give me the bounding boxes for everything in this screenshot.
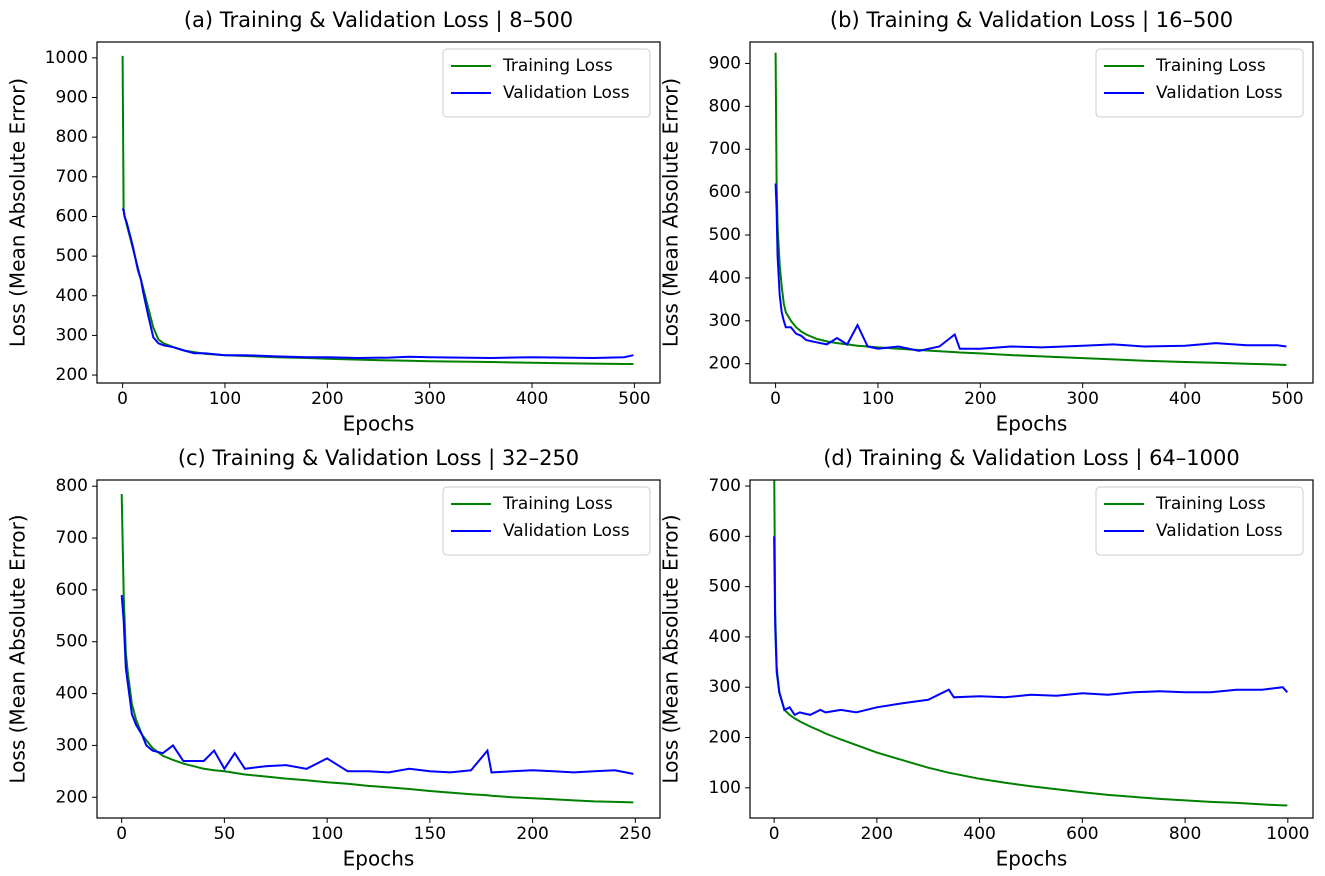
y-tick-label: 400 [709, 268, 741, 288]
y-tick-label: 300 [56, 735, 88, 755]
plot-frame [96, 479, 661, 819]
x-axis-label: Epochs [343, 412, 415, 436]
y-tick-label: 600 [56, 580, 88, 600]
legend-box [442, 486, 651, 556]
x-tick-label: 500 [1271, 389, 1303, 409]
y-tick-label: 700 [709, 476, 741, 496]
y-tick-label: 900 [709, 53, 741, 73]
x-tick-label: 600 [1066, 824, 1098, 844]
panel: (b) Training & Validation Loss | 16–500 E… [659, 8, 1314, 436]
y-tick-label: 900 [56, 88, 88, 108]
x-tick-label: 300 [413, 389, 445, 409]
y-tick-label: 600 [709, 526, 741, 546]
legend-label: Validation Loss [503, 521, 630, 541]
y-tick-label: 500 [709, 225, 741, 245]
x-tick-label: 500 [618, 389, 650, 409]
x-tick-label: 200 [861, 824, 893, 844]
x-tick-label: 0 [769, 824, 780, 844]
y-tick-label: 200 [709, 354, 741, 374]
y-tick-label: 700 [56, 528, 88, 548]
x-axis-label: Epochs [343, 847, 415, 871]
legend-label: Training Loss [502, 494, 613, 514]
x-tick-label: 200 [964, 389, 996, 409]
y-tick-label: 600 [709, 182, 741, 202]
legend-label: Validation Loss [1156, 83, 1283, 103]
chart-title: (a) Training & Validation Loss | 8–500 [184, 8, 573, 33]
legend-label: Training Loss [1155, 56, 1266, 76]
y-tick-label: 500 [56, 632, 88, 652]
y-tick-label: 1000 [45, 48, 88, 68]
y-tick-label: 200 [709, 728, 741, 748]
legend-label: Validation Loss [503, 83, 630, 103]
y-tick-label: 500 [709, 577, 741, 597]
panel: (c) Training & Validation Loss | 32–250 E… [6, 446, 661, 871]
x-tick-label: 100 [209, 389, 241, 409]
series-line [121, 208, 634, 360]
legend-box [1095, 48, 1304, 118]
legend-label: Validation Loss [1156, 521, 1283, 541]
series-line [773, 536, 1289, 717]
y-axis-label: Loss (Mean Absolute Error) [6, 514, 30, 783]
panel: (a) Training & Validation Loss | 8–500 Ep… [6, 8, 661, 436]
plot-frame [749, 479, 1314, 819]
y-tick-label: 800 [56, 476, 88, 496]
y-tick-label: 200 [56, 365, 88, 385]
x-tick-label: 250 [619, 824, 651, 844]
x-tick-label: 0 [117, 389, 128, 409]
x-tick-label: 150 [414, 824, 446, 844]
y-tick-label: 800 [709, 96, 741, 116]
y-tick-label: 300 [56, 325, 88, 345]
y-tick-label: 300 [709, 677, 741, 697]
series-line [774, 183, 1287, 352]
y-axis-label: Loss (Mean Absolute Error) [6, 78, 30, 347]
x-axis-label: Epochs [996, 412, 1068, 436]
legend-box [442, 48, 651, 118]
x-tick-label: 100 [311, 824, 343, 844]
x-tick-label: 0 [116, 824, 127, 844]
y-tick-label: 400 [56, 286, 88, 306]
x-axis-label: Epochs [996, 847, 1068, 871]
legend-box [1095, 486, 1304, 556]
x-tick-label: 100 [862, 389, 894, 409]
y-tick-label: 700 [709, 139, 741, 159]
panel: (d) Training & Validation Loss | 64–1000… [659, 446, 1314, 871]
series-line [120, 595, 634, 775]
chart-title: (d) Training & Validation Loss | 64–1000 [823, 446, 1240, 471]
x-tick-label: 400 [516, 389, 548, 409]
x-tick-label: 400 [963, 824, 995, 844]
x-tick-label: 800 [1169, 824, 1201, 844]
y-tick-label: 600 [56, 206, 88, 226]
legend-label: Training Loss [502, 56, 613, 76]
y-tick-label: 500 [56, 246, 88, 266]
y-tick-label: 800 [56, 127, 88, 147]
y-tick-label: 700 [56, 167, 88, 187]
y-tick-label: 400 [709, 627, 741, 647]
y-tick-label: 300 [709, 311, 741, 331]
y-tick-label: 400 [56, 684, 88, 704]
plot-frame [96, 41, 661, 384]
x-tick-label: 200 [311, 389, 343, 409]
y-tick-label: 100 [709, 778, 741, 798]
x-tick-label: 400 [1169, 389, 1201, 409]
y-axis-label: Loss (Mean Absolute Error) [659, 78, 683, 347]
x-tick-label: 0 [770, 389, 781, 409]
chart-title: (c) Training & Validation Loss | 32–250 [178, 446, 579, 471]
x-tick-label: 200 [516, 824, 548, 844]
legend-label: Training Loss [1155, 494, 1266, 514]
y-tick-label: 200 [56, 787, 88, 807]
y-axis-label: Loss (Mean Absolute Error) [659, 514, 683, 783]
plot-frame [749, 41, 1314, 384]
chart-title: (b) Training & Validation Loss | 16–500 [830, 8, 1233, 33]
x-tick-label: 1000 [1266, 824, 1309, 844]
x-tick-label: 50 [214, 824, 236, 844]
series-line [773, 480, 1288, 807]
x-tick-label: 300 [1066, 389, 1098, 409]
